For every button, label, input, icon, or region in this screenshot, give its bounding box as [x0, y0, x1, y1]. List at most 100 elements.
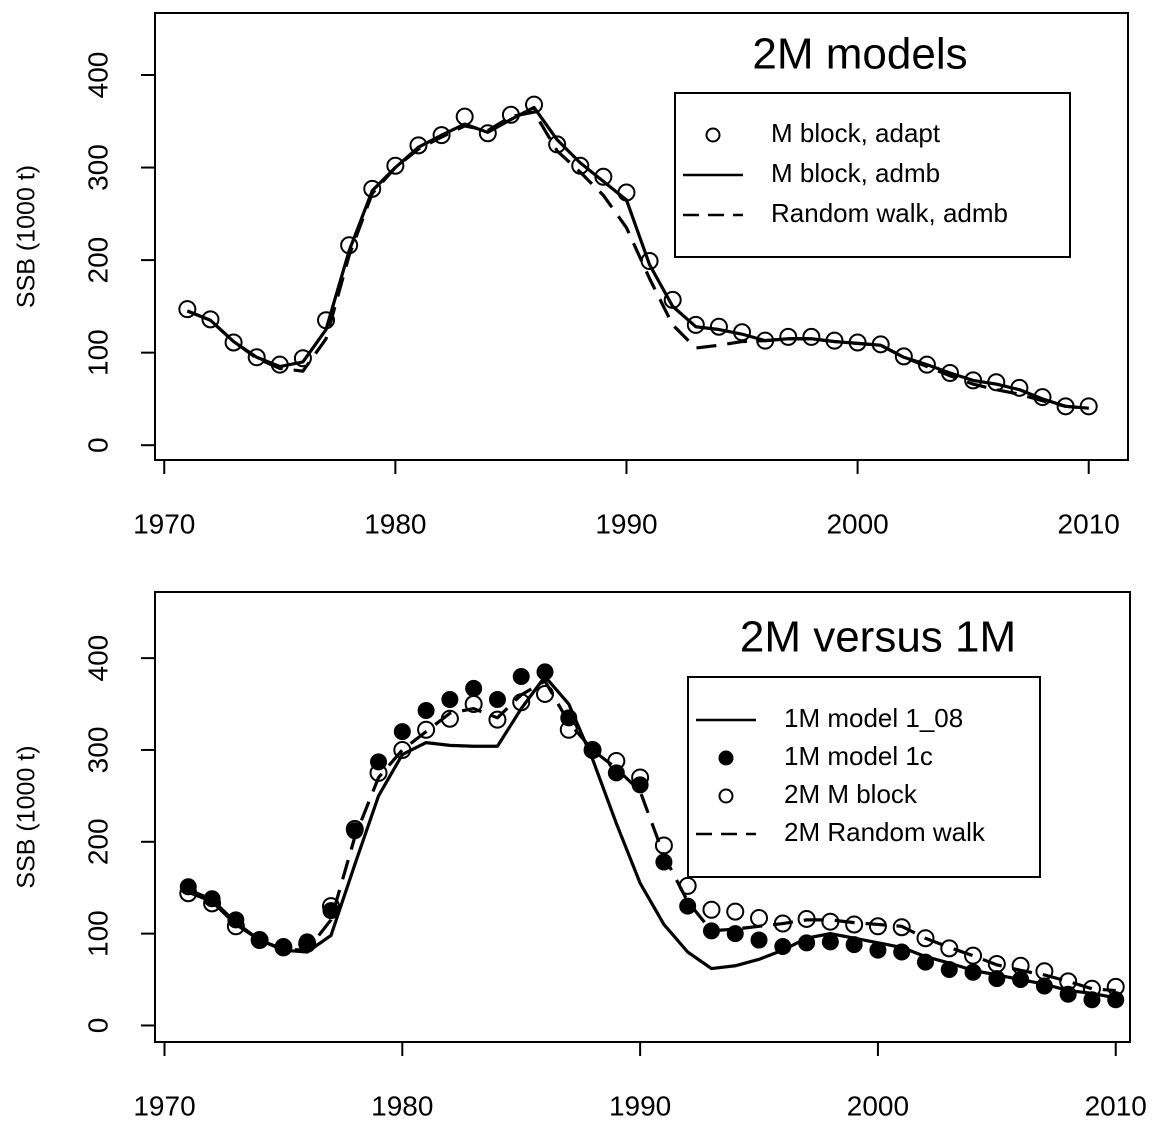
legend-label: 1M model 1c	[784, 741, 933, 771]
y-tick-label: 0	[82, 437, 113, 453]
data-point	[868, 917, 887, 936]
x-tick-label: 1970	[133, 1090, 195, 1121]
data-point	[686, 315, 705, 334]
y-axis-title: SSB (1000 t)	[13, 745, 41, 888]
data-point	[250, 931, 269, 950]
data-point	[845, 936, 863, 954]
data-point	[679, 897, 697, 915]
data-point	[940, 960, 958, 978]
x-tick-label: 1970	[133, 508, 195, 539]
data-point	[964, 963, 982, 981]
data-point	[1035, 977, 1053, 995]
data-point	[464, 695, 483, 714]
legend-label: Random walk, admb	[771, 198, 1008, 228]
legend-symbol	[718, 750, 734, 766]
x-tick-label: 1980	[364, 508, 426, 539]
data-point	[432, 126, 451, 145]
data-point	[987, 954, 1006, 973]
y-tick-label: 300	[82, 727, 113, 774]
data-point	[224, 333, 243, 352]
data-point	[203, 894, 222, 913]
data-point	[478, 124, 497, 143]
data-point	[247, 348, 266, 367]
data-point	[201, 310, 220, 329]
data-point	[940, 939, 959, 958]
data-point	[709, 317, 728, 336]
data-point	[631, 768, 650, 787]
data-point	[964, 946, 983, 965]
data-point	[1106, 977, 1125, 996]
data-point	[892, 918, 911, 937]
y-tick-label: 0	[82, 1018, 113, 1034]
y-tick-label: 400	[82, 635, 113, 682]
x-tick-label: 2000	[826, 508, 888, 539]
data-point	[988, 970, 1006, 988]
data-point	[802, 327, 821, 346]
data-point	[750, 909, 769, 928]
x-tick-label: 1980	[371, 1090, 433, 1121]
data-point	[821, 933, 839, 951]
data-point	[417, 720, 436, 739]
data-point	[409, 136, 428, 155]
data-point	[750, 931, 768, 949]
data-point	[916, 953, 934, 971]
chart-title: 2M versus 1M	[740, 613, 1016, 662]
data-point	[536, 663, 554, 681]
y-tick-label: 200	[82, 237, 113, 284]
data-point	[488, 690, 506, 708]
series-line	[187, 679, 1116, 993]
x-tick-label: 2010	[1085, 1090, 1147, 1121]
y-tick-label: 200	[82, 818, 113, 865]
data-point	[583, 740, 602, 759]
data-point	[845, 915, 864, 934]
data-point	[465, 679, 483, 697]
y-tick-label: 100	[82, 329, 113, 376]
legend-symbol	[718, 788, 734, 804]
data-point	[1011, 956, 1030, 975]
series-line	[187, 674, 1117, 1000]
data-point	[1059, 972, 1078, 991]
data-point	[393, 723, 411, 741]
legend-box	[687, 676, 1041, 878]
data-point	[321, 897, 340, 916]
data-point	[441, 690, 459, 708]
data-point	[798, 934, 816, 952]
series-line	[186, 105, 1089, 410]
legend-symbol	[705, 127, 721, 143]
legend-label: 1M model 1_08	[784, 703, 963, 733]
data-point	[779, 327, 798, 346]
x-tick-label: 2010	[1058, 508, 1120, 539]
panel: 0 100 200 300 400 SSB (1000 t) 1970 1980 1990 200…	[13, 591, 1147, 1121]
data-point	[1082, 979, 1101, 998]
data-point	[726, 925, 744, 943]
legend-label: 2M Random walk	[784, 817, 986, 847]
data-point	[916, 929, 935, 948]
data-point	[893, 943, 911, 961]
data-point	[179, 884, 198, 903]
data-point	[293, 349, 312, 368]
data-point	[1035, 962, 1054, 981]
data-point	[702, 900, 721, 919]
chart-title: 2M models	[752, 30, 967, 79]
data-point	[226, 917, 245, 936]
data-point	[455, 107, 474, 126]
legend-label: M block, admb	[771, 158, 940, 188]
legend-label: 2M M block	[784, 779, 918, 809]
data-point	[774, 937, 792, 955]
x-tick-label: 1990	[609, 1090, 671, 1121]
legend-label: M block, adapt	[771, 118, 941, 148]
data-point	[894, 347, 913, 366]
x-tick-label: 1990	[595, 508, 657, 539]
data-point	[869, 941, 887, 959]
y-axis-title: SSB (1000 t)	[13, 165, 41, 308]
panel: 0 100 200 300 400 SSB (1000 t) 1970 1980 1990 200…	[13, 12, 1129, 539]
data-point	[178, 300, 197, 319]
data-point	[1059, 985, 1077, 1003]
y-tick-label: 400	[82, 52, 113, 99]
y-tick-label: 300	[82, 144, 113, 191]
data-point	[512, 667, 530, 685]
data-point	[1107, 991, 1125, 1009]
series-line	[186, 110, 1089, 410]
